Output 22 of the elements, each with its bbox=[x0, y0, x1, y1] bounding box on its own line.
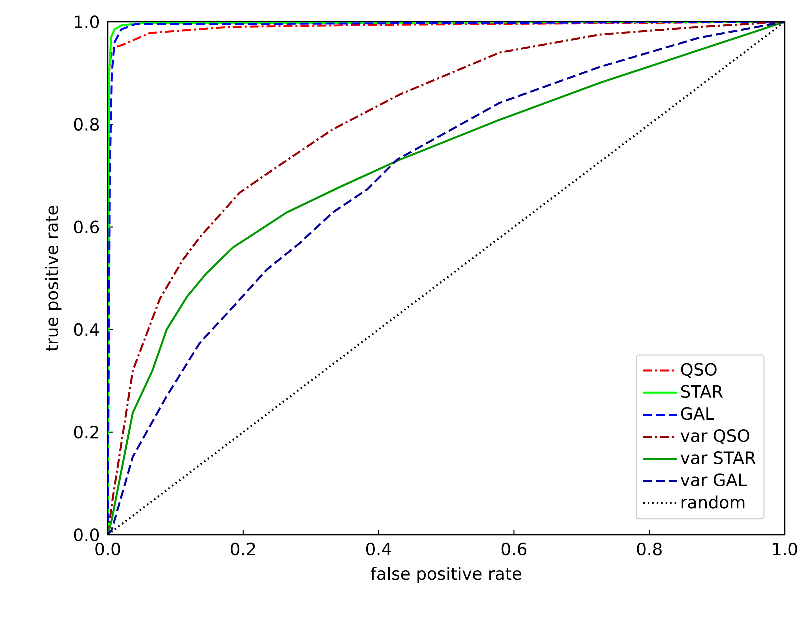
y-tick-label: 0.4 bbox=[74, 323, 100, 336]
legend-label: var STAR bbox=[680, 452, 756, 464]
x-tick-label: 0.0 bbox=[96, 542, 120, 556]
legend-label: STAR bbox=[681, 385, 724, 398]
y-tick-label: 0.0 bbox=[74, 528, 100, 542]
x-tick-label: 0.6 bbox=[502, 542, 527, 556]
y-tick-label: 0.8 bbox=[74, 118, 100, 131]
legend-label: GAL bbox=[681, 407, 714, 420]
x-tick-label: 0.2 bbox=[231, 542, 256, 556]
y-tick-label: 0.2 bbox=[74, 426, 98, 439]
legend-label: var GAL bbox=[680, 474, 748, 486]
x-tick-label: 0.8 bbox=[637, 542, 662, 556]
legend-label: QSO bbox=[681, 363, 717, 378]
x-axis-title: false positive rate bbox=[370, 567, 522, 584]
y-tick-label: 1.0 bbox=[75, 16, 100, 28]
legend-label: var QSO bbox=[680, 429, 750, 444]
line-series bbox=[108, 22, 786, 535]
x-tick-label: 1.0 bbox=[773, 542, 798, 556]
legend-label: random bbox=[682, 496, 745, 509]
y-axis-title: true positive rate bbox=[45, 206, 62, 352]
x-tick-label: 0.4 bbox=[366, 542, 392, 556]
y-tick-label: 0.6 bbox=[74, 220, 100, 234]
